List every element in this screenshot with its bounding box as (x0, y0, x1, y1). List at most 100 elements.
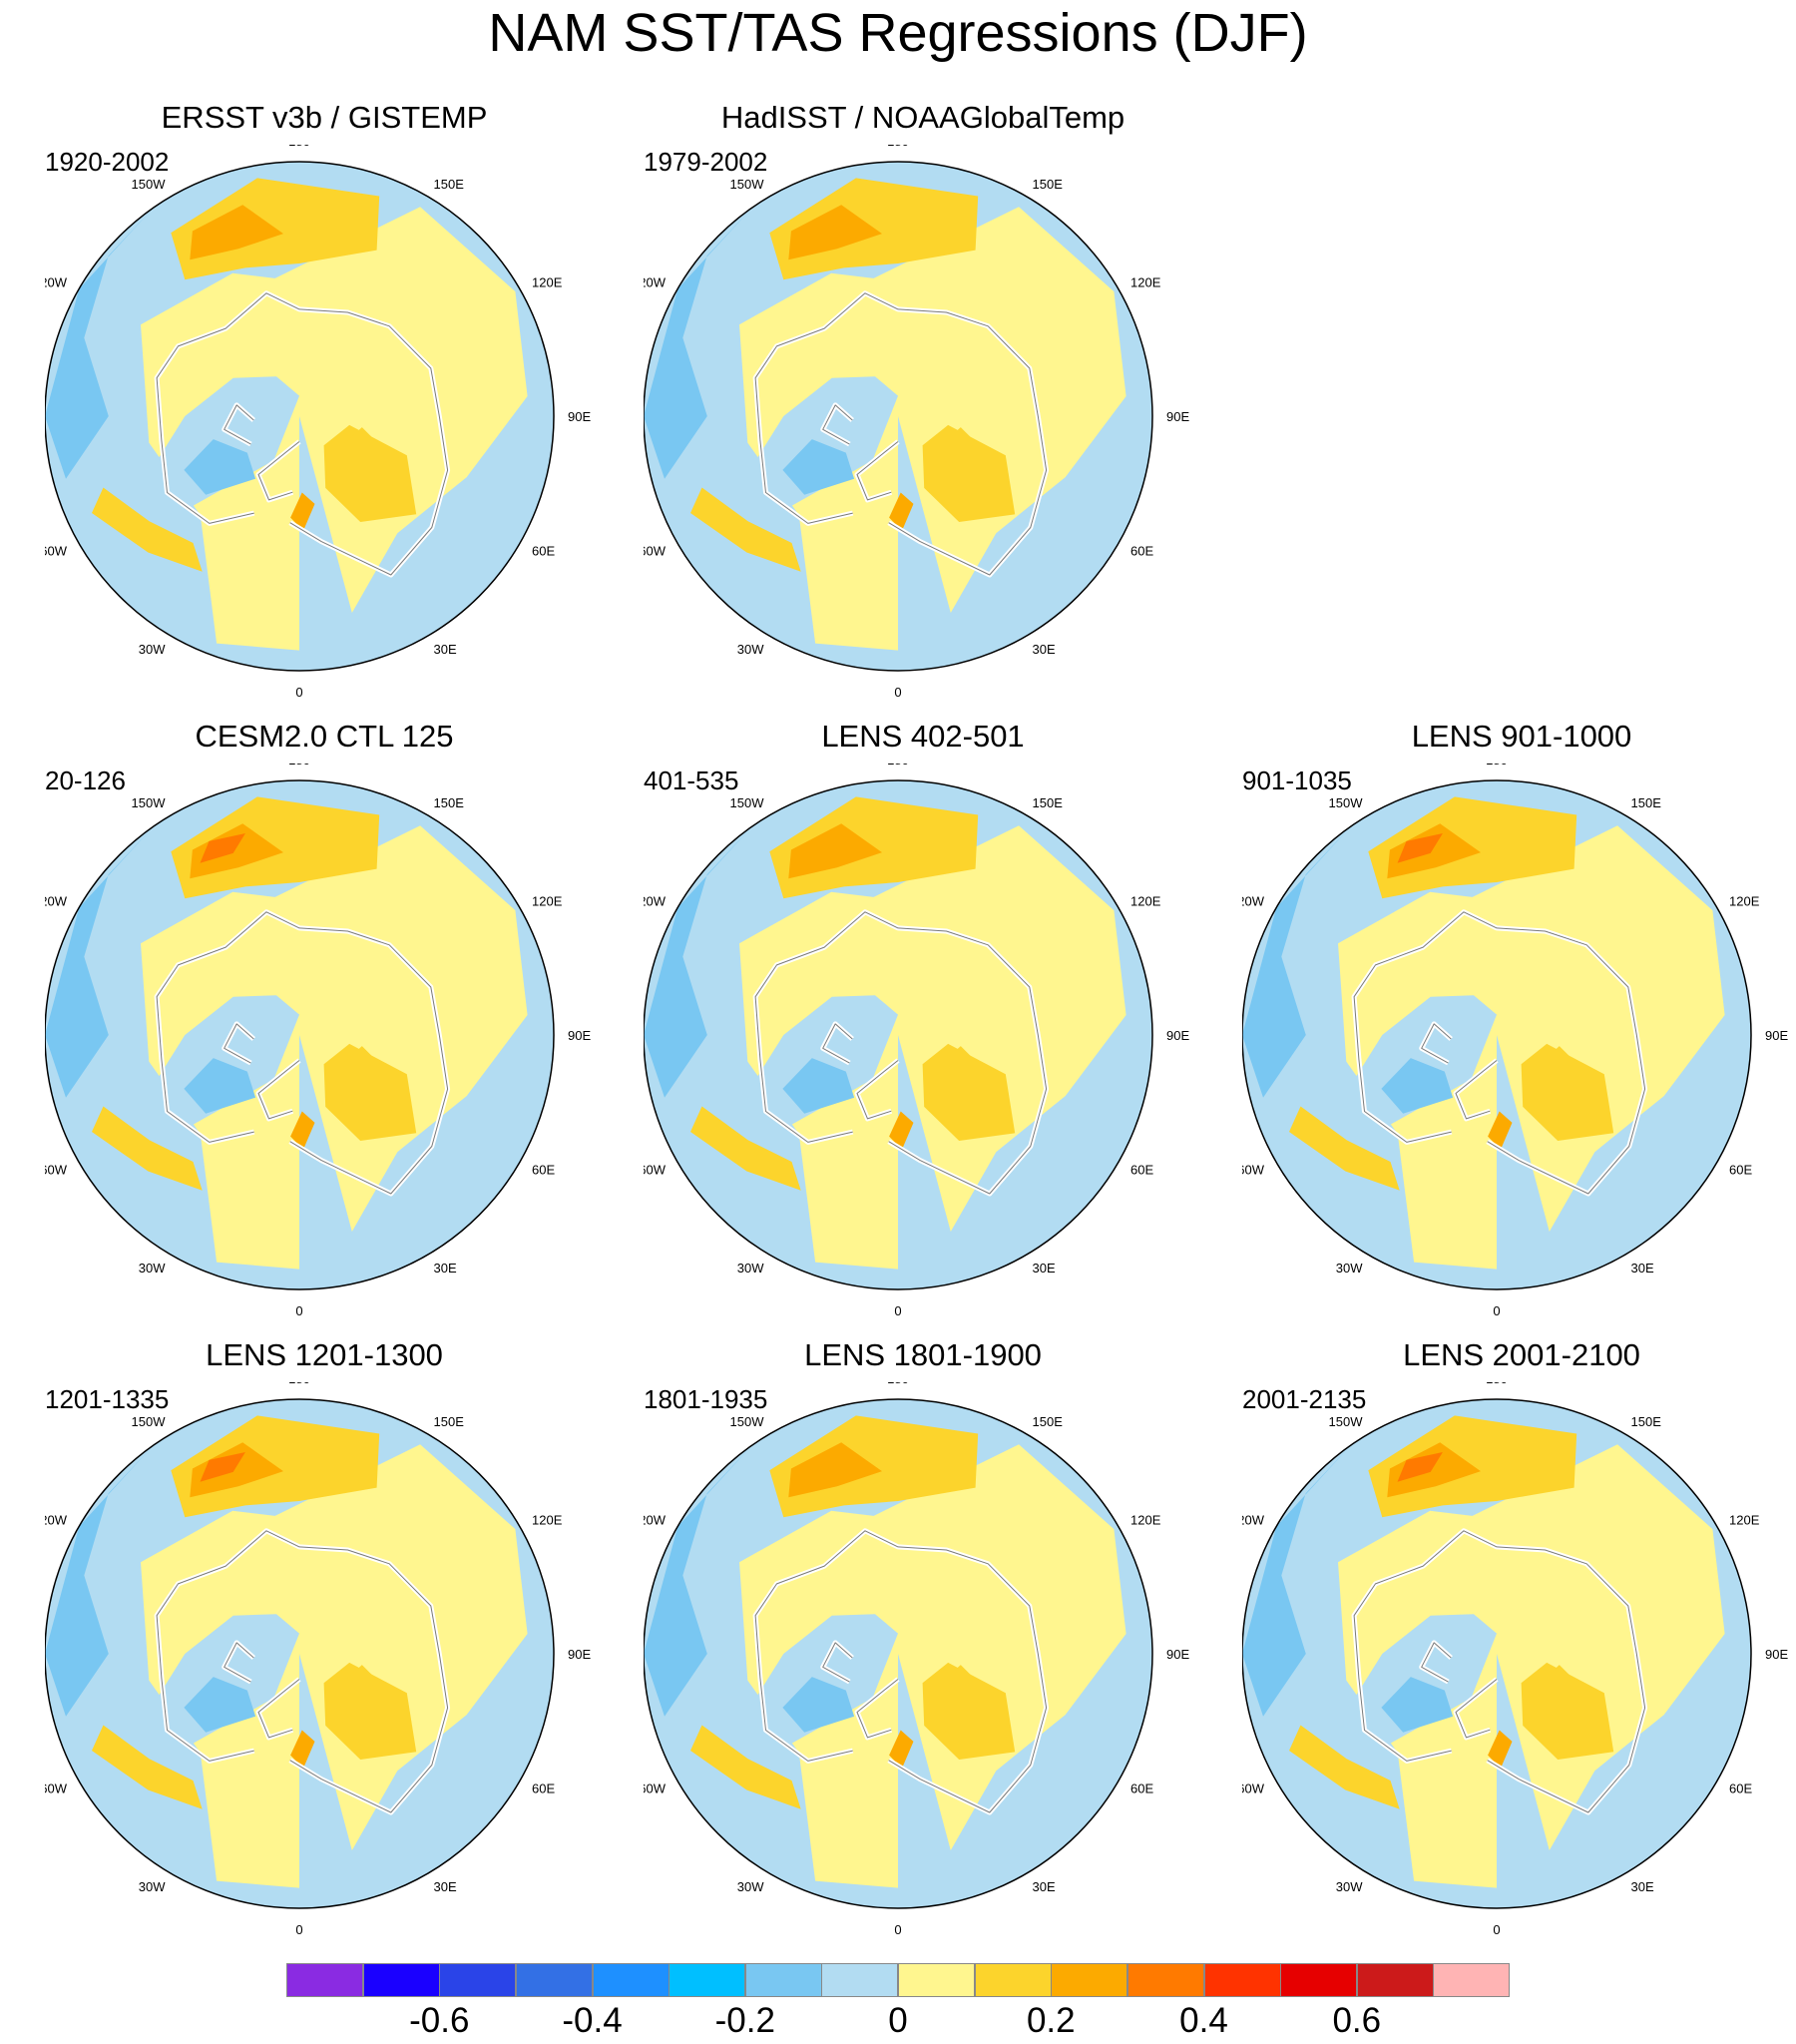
positive-anomaly-region (690, 1106, 801, 1191)
colorbar-swatch (515, 1963, 593, 1997)
longitude-label: 180 (288, 1382, 310, 1386)
negative-anomaly-region (45, 826, 154, 1098)
longitude-label: 90E (1166, 409, 1189, 424)
coastline-edge (856, 441, 899, 501)
map-panel: LENS 1801-1900 1801-1935 180 150E 120E 90E 60E… (644, 1337, 1202, 1946)
polar-stereographic-map: 180150E120E90E60E30E030W60W90W120W150W (644, 145, 1189, 700)
longitude-label: 0 (295, 685, 302, 700)
coastline-edge (856, 1679, 899, 1739)
coastline-edge (156, 1530, 449, 1813)
positive-anomaly-region (1397, 1452, 1443, 1482)
negative-anomaly-region (644, 826, 752, 1098)
positive-anomaly-region (1488, 1730, 1513, 1769)
figure-title: NAM SST/TAS Regressions (DJF) (488, 3, 1308, 63)
regression-field (644, 1399, 1152, 1908)
longitude-label: 0 (1493, 1922, 1500, 1937)
longitude-label: 60E (1130, 1782, 1153, 1796)
positive-anomaly-region (1488, 1111, 1513, 1150)
coastline-edge (224, 1642, 254, 1683)
regression-field (45, 1399, 554, 1908)
negative-anomaly-region (782, 1677, 855, 1733)
longitude-label: 150W (132, 795, 167, 810)
longitude-label: 30W (139, 1261, 166, 1276)
positive-anomaly-region (1289, 1725, 1400, 1809)
longitude-label: 120E (532, 275, 563, 290)
longitude-label: 30W (1336, 1879, 1363, 1894)
coastline-edge (1353, 911, 1646, 1195)
longitude-label: 150E (1631, 1414, 1662, 1429)
longitude-label: 120E (1130, 275, 1161, 290)
colorbar-swatch (1433, 1963, 1511, 1997)
longitude-label: 60W (45, 1782, 68, 1796)
longitude-label: 0 (894, 1303, 901, 1318)
polar-stereographic-map: 180150E120E90E60E30E030W60W90W120W150W (1242, 764, 1788, 1318)
coastline-edge (156, 292, 449, 576)
longitude-label: 180 (1486, 1382, 1508, 1386)
negative-anomaly-region (184, 1677, 256, 1733)
panel-title: LENS 901-1000 (1411, 719, 1632, 754)
negative-anomaly-region (1242, 1445, 1351, 1717)
longitude-label: 30E (1033, 642, 1056, 657)
longitude-label: 60E (1729, 1163, 1752, 1178)
coastline-edge (257, 1679, 300, 1739)
colorbar-swatch (1051, 1963, 1128, 1997)
longitude-label: 30E (434, 642, 457, 657)
positive-anomaly-region (338, 1665, 397, 1745)
longitude-label: 180 (887, 1382, 909, 1386)
map-boundary (644, 779, 1153, 1290)
panel-title: HadISST / NOAAGlobalTemp (720, 100, 1125, 135)
map-panel: ERSST v3b / GISTEMP 1920-2002 180 150E 120E 9… (45, 100, 604, 709)
longitude-label: 60W (45, 544, 68, 559)
longitude-label: 120E (1130, 894, 1161, 909)
polar-stereographic-map: 180150E120E90E60E30E030W60W90W120W150W (644, 1382, 1189, 1937)
colorbar-tick-label: 0.4 (1179, 2001, 1228, 2040)
coastline-edge (156, 911, 449, 1195)
longitude-label: 30E (1033, 1879, 1056, 1894)
longitude-label: 120E (1729, 894, 1760, 909)
longitude-label: 120E (532, 894, 563, 909)
positive-anomaly-region (1397, 833, 1443, 863)
regression-field (1242, 1399, 1751, 1908)
panel-title: CESM2.0 CTL 125 (195, 719, 454, 754)
longitude-label: 120W (45, 894, 68, 909)
longitude-label: 30E (434, 1261, 457, 1276)
longitude-label: 120W (644, 275, 667, 290)
positive-anomaly-region (92, 1725, 203, 1809)
panel-period-label: 1920-2002 (45, 147, 170, 177)
polar-stereographic-map: 180150E120E90E60E30E030W60W90W120W150W (45, 145, 591, 700)
colorbar-swatch (1280, 1963, 1358, 1997)
longitude-label: 60E (1729, 1782, 1752, 1796)
colorbar-swatch (1356, 1963, 1434, 1997)
map-panel: CESM2.0 CTL 125 20-126 180 150E 120E 90E 60E 30… (45, 719, 604, 1327)
coastline-edge (224, 1023, 254, 1064)
longitude-label: 30E (1631, 1261, 1654, 1276)
longitude-label: 60W (1242, 1782, 1265, 1796)
map-panel: LENS 2001-2100 2001-2135 180 150E 120E 90E 60E… (1242, 1337, 1796, 1946)
longitude-label: 180 (288, 145, 310, 149)
positive-anomaly-region (92, 1106, 203, 1191)
longitude-label: 150W (1329, 1414, 1364, 1429)
longitude-label: 120W (644, 1513, 667, 1528)
longitude-label: 120E (1130, 1513, 1161, 1528)
positive-anomaly-region (92, 487, 203, 572)
positive-anomaly-region (937, 427, 996, 507)
longitude-label: 150W (730, 795, 765, 810)
longitude-label: 30W (737, 642, 764, 657)
longitude-label: 120E (1729, 1513, 1760, 1528)
positive-anomaly-region (1289, 1106, 1400, 1191)
positive-anomaly-region (338, 427, 397, 507)
positive-anomaly-region (1536, 1046, 1594, 1126)
colorbar-swatch (1126, 1963, 1204, 1997)
polar-stereographic-map: 180150E120E90E60E30E030W60W90W120W150W (644, 764, 1189, 1318)
longitude-label: 0 (894, 1922, 901, 1937)
longitude-label: 30E (434, 1879, 457, 1894)
positive-anomaly-region (1387, 823, 1481, 879)
longitude-label: 30E (1631, 1879, 1654, 1894)
positive-anomaly-region (889, 1111, 914, 1150)
coastline-edge (822, 404, 853, 445)
panel-title: ERSST v3b / GISTEMP (161, 100, 488, 135)
positive-anomaly-region (200, 833, 245, 863)
positive-anomaly-region (788, 823, 882, 879)
panel-period-label: 20-126 (45, 766, 126, 795)
longitude-label: 90E (1166, 1028, 1189, 1043)
